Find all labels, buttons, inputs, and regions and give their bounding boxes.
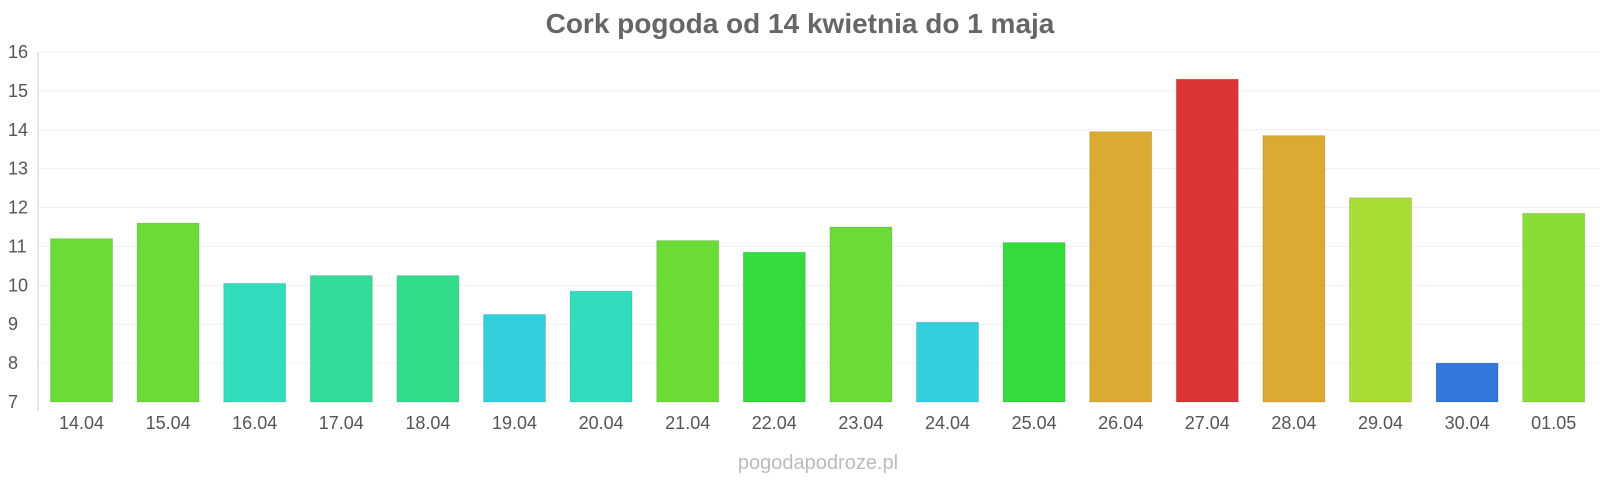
y-tick-label: 11 [8,236,27,256]
y-tick-label: 15 [8,81,28,101]
x-tick-label: 18.04 [405,413,450,433]
chart-title: Cork pogoda od 14 kwietnia do 1 maja [546,8,1055,39]
y-tick-label: 8 [8,353,18,373]
bar-17.04 [309,275,373,403]
x-tick-label: 16.04 [232,413,277,433]
bar-29.04 [1349,197,1412,403]
x-tick-label: 19.04 [492,413,537,433]
x-tick-label: 23.04 [838,413,883,433]
x-tick-label: 29.04 [1358,413,1403,433]
y-tick-label: 10 [8,275,28,295]
bar-14.04 [50,238,113,403]
x-tick-label: 24.04 [925,413,970,433]
bar-27.04 [1175,78,1239,403]
bar-15.04 [136,222,200,403]
y-tick-label: 14 [8,120,28,140]
bar-26.04 [1089,131,1153,403]
x-tick-label: 20.04 [579,413,624,433]
x-tick-label: 15.04 [146,413,191,433]
x-tick-label: 26.04 [1098,413,1143,433]
x-axis-ticks: 14.04 15.04 16.04 17.04 18.04 19.04 20.04 21.04… [59,413,1576,433]
bar-30.04 [1435,362,1499,403]
x-tick-label: 14.04 [59,413,104,433]
bar-16.04 [223,282,287,403]
bars [50,78,1586,403]
grid-lines [38,51,1600,364]
y-axis-ticks: 7 8 9 10 11 12 13 14 15 16 [8,42,28,412]
y-tick-label: 7 [8,392,18,412]
bar-18.04 [396,275,460,403]
x-tick-label: 21.04 [665,413,710,433]
y-tick-label: 9 [8,314,18,334]
bar-23.04 [829,226,893,403]
x-tick-label: 25.04 [1012,413,1057,433]
x-tick-label: 27.04 [1185,413,1230,433]
y-tick-label: 12 [8,198,28,218]
bar-22.04 [742,251,806,403]
x-tick-label: 28.04 [1271,413,1316,433]
bar-19.04 [483,314,546,403]
y-tick-label: 13 [8,159,28,179]
x-tick-label: 30.04 [1445,413,1490,433]
bar-01.05 [1522,212,1586,403]
bar-25.04 [1002,242,1066,403]
y-tick-label: 16 [8,42,28,62]
x-tick-label: 01.05 [1531,413,1576,433]
bar-24.04 [916,321,979,403]
bar-21.04 [656,240,720,403]
x-tick-label: 22.04 [752,413,797,433]
bar-20.04 [569,290,633,403]
x-tick-label: 17.04 [319,413,364,433]
credit-text: pogodapodroze.pl [738,452,898,474]
bar-28.04 [1262,135,1326,403]
